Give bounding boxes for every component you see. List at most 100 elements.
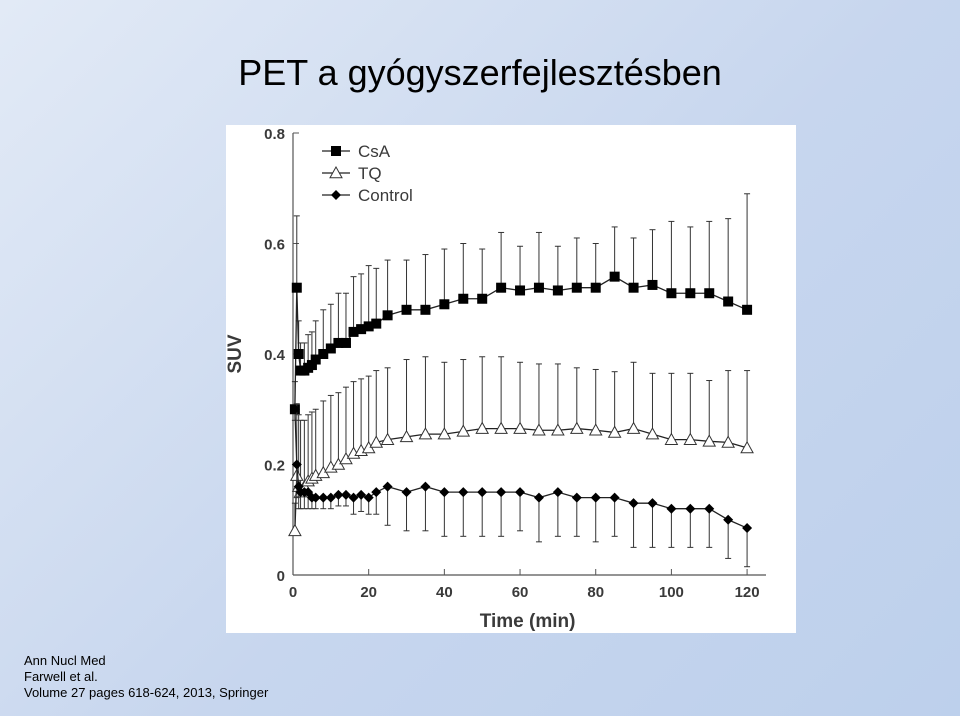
legend-marker [329, 165, 343, 179]
y-tick-label: 0.8 [264, 126, 285, 143]
series-layer [288, 193, 754, 568]
legend-label: TQ [358, 164, 382, 183]
data-point [399, 429, 414, 443]
y-tick-label: 0.2 [264, 458, 285, 475]
series-line [294, 275, 748, 410]
data-point [628, 282, 639, 293]
data-point [333, 337, 344, 348]
data-point [437, 427, 452, 440]
series-csa [289, 193, 753, 415]
data-point [515, 487, 526, 498]
data-point [348, 326, 359, 337]
data-point [533, 282, 544, 293]
series-tq [288, 356, 754, 537]
legend-label: CsA [358, 142, 391, 161]
data-point [496, 282, 507, 293]
data-point [439, 487, 450, 498]
data-point [291, 282, 302, 293]
data-point [318, 349, 329, 359]
data-point [628, 498, 639, 509]
legend-entry-csa: CsA [322, 142, 391, 161]
data-point [571, 282, 582, 293]
x-tick-label: 40 [436, 584, 453, 601]
data-point [371, 487, 382, 498]
data-point [325, 343, 336, 354]
data-point [704, 503, 715, 514]
data-point [647, 279, 658, 290]
y-tick-label: 0.6 [264, 237, 285, 254]
data-point [382, 310, 393, 321]
y-tick-label: 0.4 [264, 347, 286, 364]
data-point [742, 523, 753, 534]
data-point [723, 514, 734, 525]
legend-marker [331, 146, 341, 156]
legend-label: Control [358, 186, 413, 205]
data-point [401, 487, 412, 498]
data-point [456, 424, 471, 437]
x-tick-label: 80 [587, 584, 604, 601]
data-point [588, 423, 603, 436]
legend-entry-tq: TQ [322, 164, 382, 183]
data-point [458, 487, 469, 498]
slide-title: PET a gyógyszerfejlesztésben [238, 52, 722, 93]
data-point [609, 271, 620, 282]
data-point [356, 324, 367, 335]
legend: CsA TQ Control [322, 142, 413, 205]
data-point [607, 425, 622, 438]
data-point [702, 434, 717, 447]
data-point [382, 481, 393, 492]
data-point [288, 523, 302, 537]
data-point [683, 432, 698, 445]
data-point [552, 285, 563, 296]
chart-panel: 0 0.2 0.4 0.6 0.8 0 20 40 60 80 100 120 Time (min) SU… [226, 125, 796, 633]
data-point [494, 421, 508, 434]
x-tick-label: 20 [360, 584, 377, 601]
data-point [340, 337, 351, 348]
data-point [532, 423, 546, 436]
data-point [477, 487, 488, 498]
data-point [318, 492, 329, 503]
data-point [721, 435, 736, 448]
data-point [333, 489, 344, 500]
x-tick-label: 120 [735, 584, 760, 601]
data-point [371, 318, 382, 329]
data-point [340, 489, 351, 500]
data-point [513, 421, 527, 434]
data-point [685, 288, 696, 299]
suv-time-chart: 0 0.2 0.4 0.6 0.8 0 20 40 60 80 100 120 Time (min) SU… [226, 126, 766, 632]
data-point [356, 489, 367, 500]
data-point [363, 492, 374, 503]
series-line [294, 427, 748, 531]
data-point [306, 360, 317, 371]
data-point [496, 487, 507, 498]
x-tick-label: 0 [289, 584, 297, 601]
data-point [590, 492, 601, 503]
data-point [609, 492, 620, 503]
data-point [666, 288, 677, 299]
data-point [418, 427, 433, 440]
data-point [551, 423, 565, 436]
data-point [590, 282, 601, 293]
citation-volume: Volume 27 pages 618-624, 2013, Springer [24, 685, 269, 700]
data-point [723, 296, 734, 307]
axes: 0 0.2 0.4 0.6 0.8 0 20 40 60 80 100 120 Time (min) SU… [226, 126, 766, 632]
citation: Ann Nucl Med Farwell et al. Volume 27 pa… [24, 653, 268, 701]
data-point [289, 404, 300, 415]
data-point [552, 487, 563, 498]
legend-marker [331, 190, 341, 200]
data-point [420, 304, 431, 315]
data-point [439, 299, 450, 310]
data-point [515, 285, 526, 296]
citation-journal: Ann Nucl Med [24, 653, 106, 668]
data-point [420, 481, 431, 492]
data-point [664, 432, 679, 445]
data-point [571, 492, 582, 503]
data-point [626, 421, 641, 434]
data-point [310, 492, 321, 503]
x-tick-label: 100 [659, 584, 684, 601]
data-point [645, 427, 660, 440]
legend-entry-control: Control [322, 186, 413, 205]
data-point [685, 503, 696, 514]
data-point [647, 498, 658, 509]
data-point [477, 293, 488, 304]
